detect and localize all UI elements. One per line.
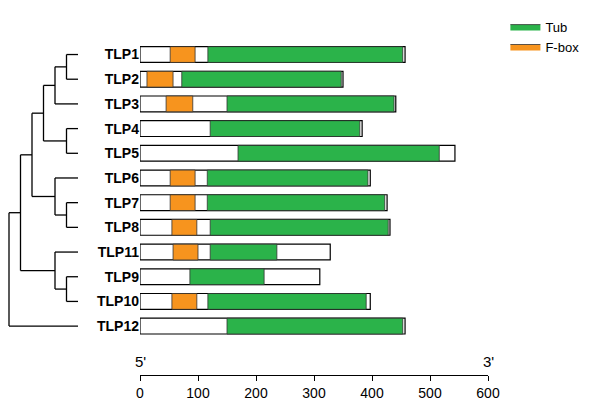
svg-text:F-box: F-box xyxy=(545,40,579,55)
svg-text:TLP5: TLP5 xyxy=(105,145,139,161)
svg-text:TLP7: TLP7 xyxy=(105,195,139,211)
svg-text:300: 300 xyxy=(302,385,326,401)
svg-text:5': 5' xyxy=(135,353,146,370)
svg-text:0: 0 xyxy=(136,385,144,401)
svg-text:200: 200 xyxy=(244,385,268,401)
svg-text:100: 100 xyxy=(186,385,210,401)
svg-text:3': 3' xyxy=(483,353,494,370)
svg-text:TLP2: TLP2 xyxy=(105,71,139,87)
svg-text:TLP8: TLP8 xyxy=(105,219,139,235)
svg-text:400: 400 xyxy=(360,385,384,401)
svg-text:TLP4: TLP4 xyxy=(105,121,139,137)
svg-text:TLP11: TLP11 xyxy=(98,244,139,260)
svg-text:TLP1: TLP1 xyxy=(105,46,139,62)
svg-text:TLP10: TLP10 xyxy=(97,293,139,309)
svg-text:600: 600 xyxy=(476,385,500,401)
svg-text:TLP3: TLP3 xyxy=(105,96,139,112)
svg-text:500: 500 xyxy=(418,385,442,401)
svg-text:TLP9: TLP9 xyxy=(105,269,139,285)
svg-text:TLP12: TLP12 xyxy=(97,318,139,334)
svg-text:TLP6: TLP6 xyxy=(105,170,139,186)
svg-text:Tub: Tub xyxy=(545,20,567,35)
